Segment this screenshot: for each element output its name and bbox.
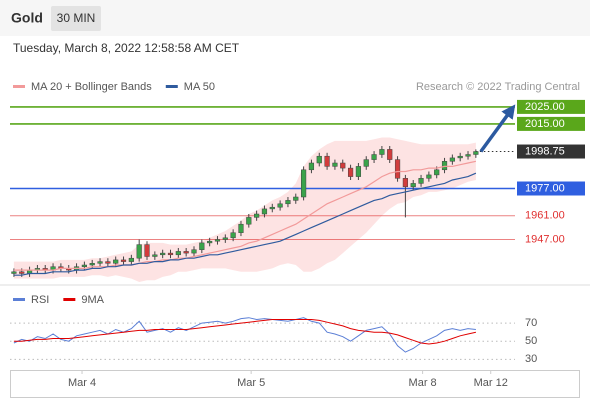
candle-body — [97, 261, 103, 264]
legend-swatch — [13, 298, 25, 301]
x-tick-label: Mar 8 — [409, 377, 437, 389]
candle-body — [371, 154, 377, 160]
level-box — [517, 181, 585, 196]
rsi-line — [13, 319, 477, 345]
candle-body — [473, 151, 479, 155]
candle-body — [394, 159, 401, 179]
candle-body — [152, 254, 158, 257]
x-tick-label: Mar 12 — [474, 377, 508, 389]
candle-body — [363, 159, 369, 167]
candle-body — [19, 271, 25, 274]
candle-body — [81, 264, 87, 267]
rsi-line — [13, 317, 476, 353]
legend-label: RSI — [31, 294, 49, 306]
candle-body — [332, 162, 338, 167]
candle-body — [340, 162, 346, 169]
candle-body — [402, 178, 408, 188]
candle-body — [160, 252, 166, 256]
candle-body — [387, 149, 393, 160]
level-label: 1977.00 — [525, 182, 565, 194]
candle-body — [426, 174, 432, 179]
candle-body — [441, 161, 448, 171]
candle-body — [324, 155, 330, 167]
level-label: 1998.75 — [525, 145, 565, 157]
y-tick-label: 70 — [525, 317, 537, 329]
candle-body — [222, 237, 228, 240]
candle-body — [136, 244, 142, 259]
candle-body — [120, 259, 127, 262]
target-arrow — [479, 104, 516, 153]
x-tick-label: Mar 4 — [68, 377, 96, 389]
candle-body — [434, 169, 440, 176]
candle-body — [285, 200, 291, 205]
candle-body — [183, 251, 189, 254]
level-box — [517, 99, 585, 114]
candle-body — [261, 208, 268, 215]
interval-button[interactable] — [51, 6, 101, 31]
legend-swatch — [13, 85, 25, 88]
candle-body — [113, 259, 119, 264]
candle-body — [254, 213, 260, 218]
candle-body — [379, 149, 385, 155]
legend-label: MA 20 + Bollinger Bands — [31, 81, 152, 93]
candle-body — [277, 203, 283, 208]
legend-swatch — [165, 85, 178, 88]
level-label: 2025.00 — [525, 101, 565, 113]
candle-body — [128, 257, 134, 262]
candle-body — [199, 242, 205, 250]
candle-body — [316, 155, 322, 164]
candle-body — [191, 249, 197, 254]
interval[interactable]: 30 MIN — [57, 11, 96, 25]
candle-body — [230, 232, 236, 239]
legend-swatch — [63, 298, 76, 301]
y-tick-label: 30 — [525, 353, 537, 365]
candle-body — [301, 169, 307, 198]
candle-body — [418, 178, 424, 184]
symbol: Gold — [11, 10, 43, 26]
candle-body — [269, 206, 275, 210]
bollinger-band — [13, 137, 476, 282]
x-tick-label: Mar 5 — [237, 377, 265, 389]
candle-body — [175, 251, 181, 256]
legend-label: MA 50 — [184, 81, 215, 93]
level-label: 1961.00 — [525, 210, 565, 222]
level-box — [517, 144, 585, 159]
candle-body — [144, 244, 150, 257]
candle-body — [410, 183, 416, 188]
copyright: Research © 2022 Trading Central — [416, 81, 580, 93]
candle-body — [355, 166, 362, 177]
candle-body — [11, 271, 17, 274]
candle-body — [347, 167, 354, 177]
candle-body — [293, 196, 299, 201]
level-label: 1947.00 — [525, 233, 565, 245]
legend-label: 9MA — [81, 294, 104, 306]
candle-body — [246, 217, 252, 225]
candle-body — [449, 157, 455, 162]
ma-line — [13, 172, 477, 276]
level-label: 2015.00 — [525, 118, 565, 130]
ma-line — [13, 160, 477, 271]
y-tick-label: 50 — [525, 335, 537, 347]
candle-body — [105, 261, 111, 264]
candle-body — [207, 240, 213, 244]
candle-body — [465, 154, 471, 157]
candle-body — [89, 263, 95, 266]
candle-body — [238, 223, 244, 233]
candle-body — [214, 239, 221, 242]
candle-body — [457, 155, 463, 159]
x-axis-box — [10, 370, 580, 398]
candle-body — [167, 252, 174, 256]
candle-body — [308, 162, 315, 171]
level-box — [517, 116, 585, 131]
timestamp: Tuesday, March 8, 2022 12:58:58 AM CET — [13, 41, 240, 55]
